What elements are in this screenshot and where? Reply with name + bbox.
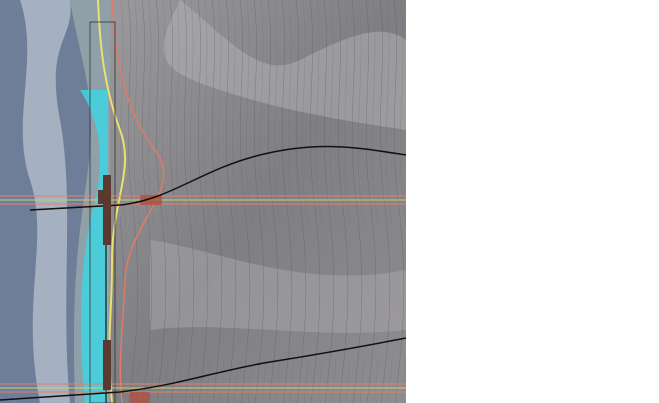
boundary-box — [89, 21, 116, 403]
yellow-line — [97, 0, 127, 403]
corridor-lower — [0, 383, 406, 403]
route — [29, 145, 407, 211]
surf — [20, 0, 71, 403]
structures — [98, 175, 111, 390]
route — [0, 337, 407, 401]
contour-lines — [120, 0, 406, 403]
lagoon — [80, 90, 108, 403]
corridor-upper — [0, 195, 406, 205]
